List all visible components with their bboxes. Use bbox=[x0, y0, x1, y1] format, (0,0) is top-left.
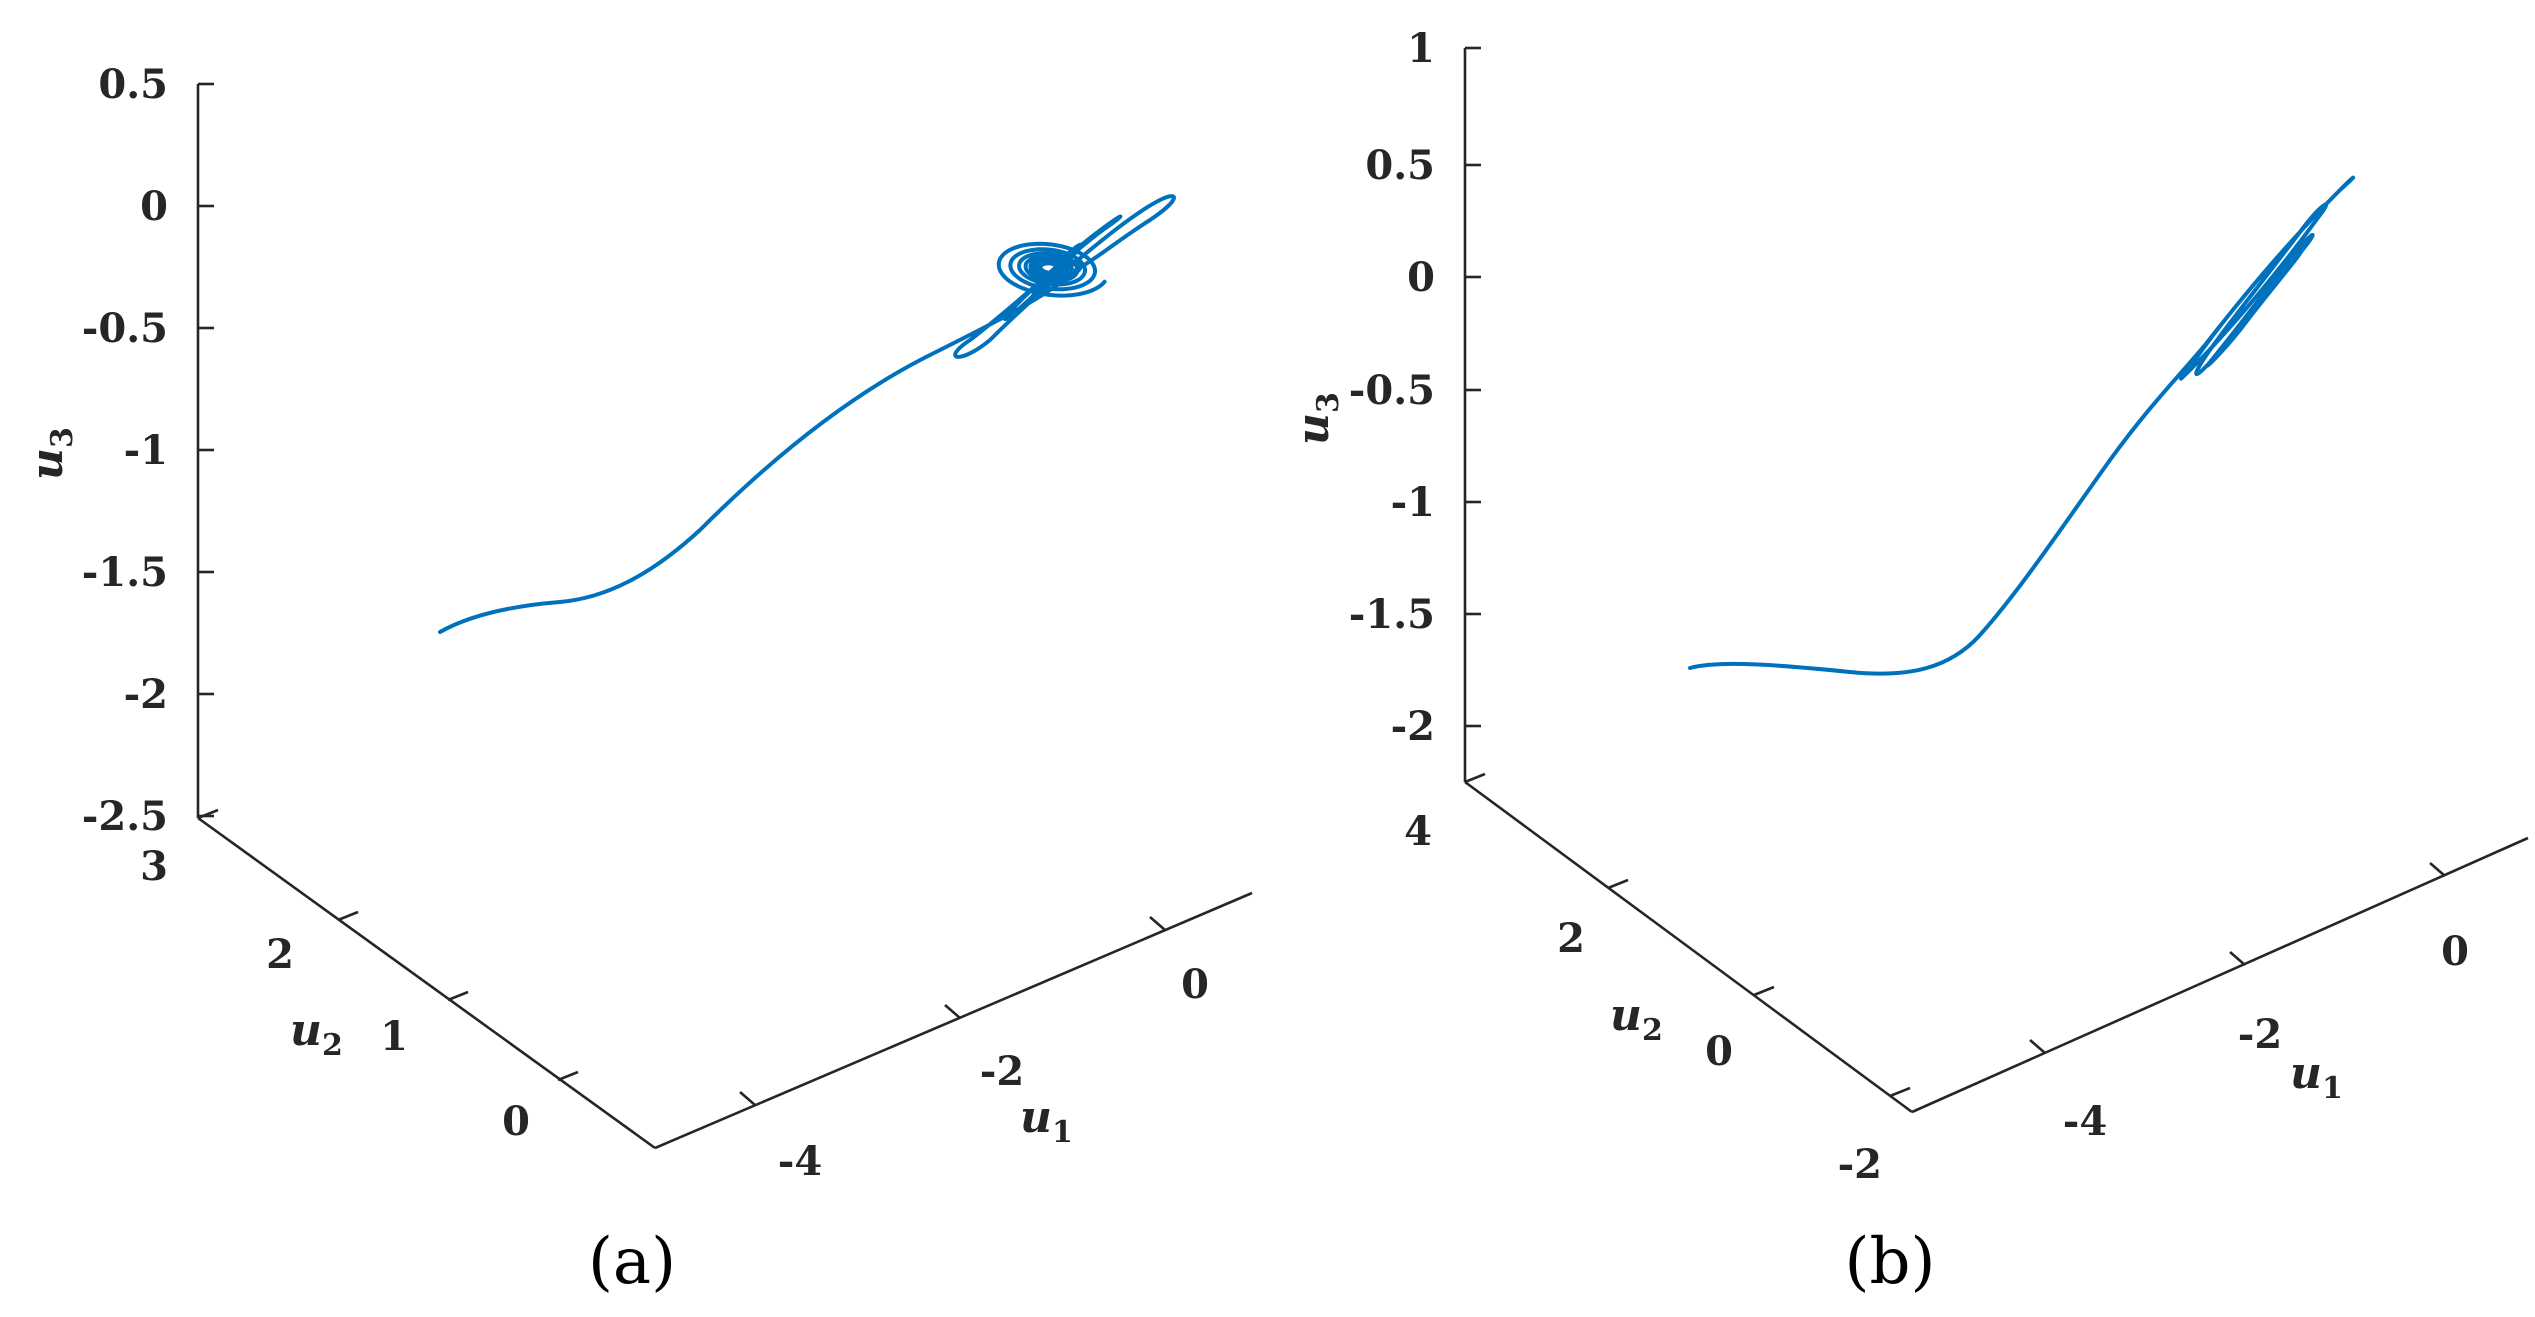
panel-a-z-tick-label: -1 bbox=[124, 427, 168, 474]
panel-b-xlabel-text: u bbox=[2290, 1048, 2322, 1099]
panel-b-y-tick-label: -2 bbox=[1838, 1141, 1882, 1188]
panel-b-z-tick-label: -1.5 bbox=[1349, 591, 1435, 638]
axis-label-subscript: 3 bbox=[1311, 392, 1346, 413]
panel-a-y-tick-label: 0 bbox=[502, 1098, 530, 1145]
axis-label-subscript: 1 bbox=[2322, 1071, 2343, 1106]
panel-b-x-ticks: -4 -2 0 bbox=[2029, 862, 2469, 1145]
panel-b-zlabel-text: u bbox=[1288, 413, 1339, 445]
panel-a-z-ticks: 0.5 0 -0.5 -1 -1.5 -2 -2.5 bbox=[82, 61, 214, 840]
panel-a-x-tick-label: -2 bbox=[980, 1048, 1024, 1095]
panel-b-trajectory bbox=[1688, 175, 2356, 676]
panel-a-x-tick-label: -4 bbox=[778, 1138, 822, 1185]
panel-b-y-axis-label: u2 bbox=[1610, 990, 1663, 1048]
axis-label-subscript: 3 bbox=[45, 427, 80, 448]
panel-a-y-tick-label: 2 bbox=[266, 931, 294, 978]
panel-a-z-axis-label: u3 bbox=[22, 427, 80, 480]
panel-b-x-tick-label: -2 bbox=[2238, 1011, 2282, 1058]
panel-a-spiral bbox=[996, 241, 1107, 298]
panel-a-z-tick-label: 0.5 bbox=[98, 61, 168, 108]
axis-label-subscript: 2 bbox=[322, 1028, 343, 1063]
panel-b-z-tick-label: -0.5 bbox=[1349, 367, 1435, 414]
panel-b-y-tick-label: 2 bbox=[1557, 915, 1585, 962]
panel-b-z-tick-label: 0 bbox=[1407, 254, 1435, 301]
panel-b-z-ticks: 1 0.5 0 -0.5 -1 -1.5 -2 bbox=[1349, 25, 1481, 750]
panel-a-z-tick-label: 0 bbox=[140, 183, 168, 230]
panel-b-label: (b) bbox=[1845, 1225, 1936, 1299]
panel-a-y-axis bbox=[197, 816, 656, 1150]
panel-b-y-ticks: 4 2 0 -2 bbox=[1404, 772, 1911, 1188]
panel-a-y-ticks: 3 2 1 0 bbox=[140, 808, 579, 1145]
panel-a-z-tick-label: -1.5 bbox=[82, 549, 168, 596]
panel-a-label: (a) bbox=[588, 1225, 676, 1299]
panel-a-ylabel-text: u bbox=[290, 1005, 322, 1056]
panel-a-x-axis bbox=[654, 891, 1253, 1150]
panel-a-zlabel-text: u bbox=[22, 448, 73, 480]
panel-b-z-tick-label: 1 bbox=[1407, 25, 1435, 72]
panel-b: 1 0.5 0 -0.5 -1 -1.5 -2 4 2 0 -2 -4 -2 0 bbox=[1288, 25, 2529, 1299]
panel-b-z-tick-label: 0.5 bbox=[1365, 142, 1435, 189]
panel-b-z-axis-label: u3 bbox=[1288, 392, 1346, 445]
panel-b-x-tick-label: 0 bbox=[2441, 928, 2469, 975]
panel-a-x-axis-label: u1 bbox=[1020, 1092, 1073, 1150]
panel-b-x-axis bbox=[1911, 836, 2529, 1114]
panel-a-xlabel-text: u bbox=[1020, 1092, 1052, 1143]
panel-a: 0.5 0 -0.5 -1 -1.5 -2 -2.5 3 2 1 0 -4 -2 bbox=[22, 61, 1253, 1299]
panel-a-z-tick-label: -2 bbox=[124, 671, 168, 718]
panel-b-ylabel-text: u bbox=[1610, 990, 1642, 1041]
panel-b-y-tick-label: 4 bbox=[1404, 808, 1432, 855]
panel-a-spiral-core bbox=[996, 241, 1107, 298]
panel-a-x-ticks: -4 -2 0 bbox=[739, 916, 1209, 1185]
panel-b-z-tick-label: -1 bbox=[1391, 479, 1435, 526]
panel-a-z-tick-label: -2.5 bbox=[82, 793, 168, 840]
panel-a-y-tick-label: 1 bbox=[380, 1013, 408, 1060]
axis-label-subscript: 1 bbox=[1052, 1115, 1073, 1150]
panel-a-y-tick-label: 3 bbox=[140, 843, 168, 890]
panel-b-y-tick-label: 0 bbox=[1705, 1028, 1733, 1075]
panel-b-y-axis bbox=[1464, 780, 1913, 1114]
panel-b-z-tick-label: -2 bbox=[1391, 703, 1435, 750]
panel-b-x-tick-label: -4 bbox=[2063, 1098, 2107, 1145]
panel-a-z-tick-label: -0.5 bbox=[82, 305, 168, 352]
panel-a-x-tick-label: 0 bbox=[1181, 961, 1209, 1008]
panel-a-y-axis-label: u2 bbox=[290, 1005, 343, 1063]
axis-label-subscript: 2 bbox=[1642, 1013, 1663, 1048]
panel-b-x-axis-label: u1 bbox=[2290, 1048, 2343, 1106]
